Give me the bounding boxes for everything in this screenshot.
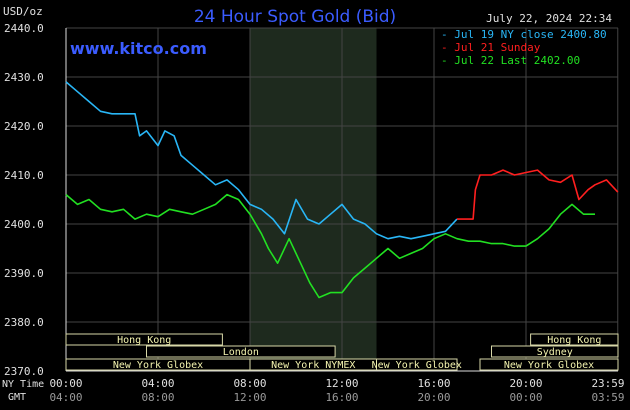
y-tick-label: 2370.0	[4, 365, 44, 378]
x-tick-gmt-label: 00:00	[509, 391, 542, 404]
x-axis-ny-label: NY Time	[2, 379, 44, 390]
series-line	[65, 81, 458, 240]
x-tick-gmt-label: 20:00	[417, 391, 450, 404]
y-tick-label: 2430.0	[4, 71, 44, 84]
session-label: New York Globex	[504, 360, 594, 371]
x-tick-ny-label: 12:00	[325, 377, 358, 390]
x-axis: NY TimeGMT00:0004:0004:0008:0008:0012:00…	[2, 377, 625, 404]
series-lines	[65, 81, 619, 299]
x-tick-ny-label: 16:00	[417, 377, 450, 390]
session-label: New York Globex	[372, 360, 462, 371]
market-sessions: Hong Kong Hong Kong London Sydney New York G…	[65, 333, 619, 371]
legend-entry: - Jul 22 Last 2402.00	[441, 54, 580, 67]
session-label: London	[223, 347, 259, 358]
x-tick-gmt-label: 04:00	[49, 391, 82, 404]
y-tick-label: 2420.0	[4, 120, 44, 133]
legend-entry: - Jul 19 NY close 2400.80	[441, 28, 607, 41]
y-axis-unit-label: USD/oz	[3, 5, 43, 18]
legend: - Jul 19 NY close 2400.80- Jul 21 Sunday…	[441, 28, 607, 67]
grid-lines	[65, 27, 619, 372]
x-tick-gmt-label: 08:00	[141, 391, 174, 404]
x-tick-gmt-label: 12:00	[233, 391, 266, 404]
y-tick-label: 2440.0	[4, 22, 44, 35]
x-tick-gmt-label: 03:59	[591, 391, 624, 404]
legend-entry: - Jul 21 Sunday	[441, 41, 541, 54]
x-tick-ny-label: 08:00	[233, 377, 266, 390]
y-tick-label: 2380.0	[4, 316, 44, 329]
session-label: Sydney	[537, 347, 573, 358]
session-box	[491, 345, 619, 358]
site-watermark: www.kitco.com	[70, 39, 207, 58]
x-axis-gmt-label: GMT	[8, 392, 26, 403]
y-tick-label: 2410.0	[4, 169, 44, 182]
chart-title: 24 Hour Spot Gold (Bid)	[194, 7, 396, 27]
session-label: Hong Kong	[547, 335, 601, 346]
session-box	[376, 358, 458, 371]
y-tick-label: 2400.0	[4, 218, 44, 231]
session-box	[530, 333, 619, 346]
y-axis: 2440.0 2430.0 2420.0 2410.0 2400.0 2390.0 2380…	[4, 22, 44, 378]
session-box	[479, 358, 619, 371]
x-tick-ny-label: 04:00	[141, 377, 174, 390]
y-tick-label: 2390.0	[4, 267, 44, 280]
timestamp: July 22, 2024 22:34	[486, 12, 612, 25]
x-tick-ny-label: 23:59	[591, 377, 624, 390]
session-label: New York NYMEX	[271, 360, 355, 371]
series-line	[457, 169, 619, 220]
series-line	[65, 193, 595, 299]
nymex-session-band	[250, 28, 377, 371]
x-tick-ny-label: 20:00	[509, 377, 542, 390]
x-tick-ny-label: 00:00	[49, 377, 82, 390]
session-box	[65, 333, 223, 346]
session-box	[146, 345, 336, 358]
session-label: Hong Kong	[117, 335, 171, 346]
session-label: New York Globex	[113, 360, 203, 371]
x-tick-gmt-label: 16:00	[325, 391, 358, 404]
